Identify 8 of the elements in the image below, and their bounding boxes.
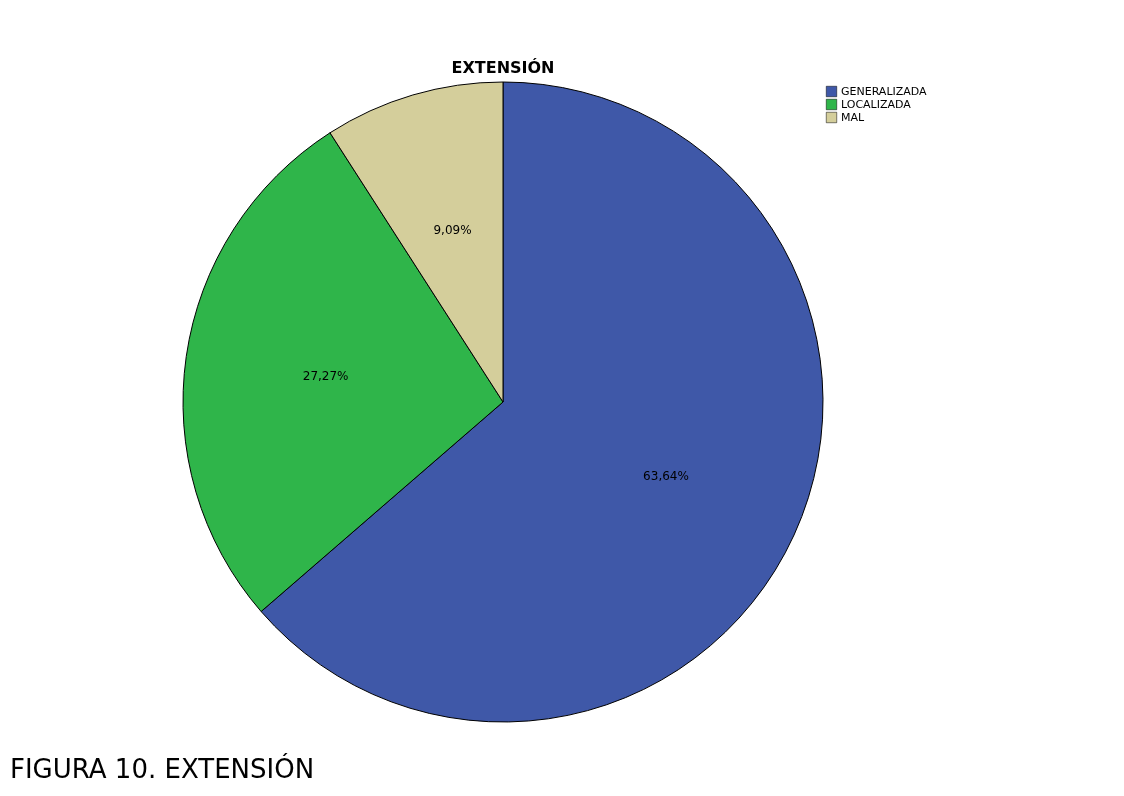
text: FIGURA 10. EXTENSIÓN bbox=[10, 753, 315, 784]
chart-title: EXTENSIÓN bbox=[451, 58, 555, 77]
data-label: 9,09% bbox=[433, 223, 472, 238]
legend-label: GENERALIZADA bbox=[841, 84, 928, 98]
data-label: 63,64% bbox=[643, 469, 689, 484]
data-label: 27,27% bbox=[302, 369, 349, 384]
legend-label: MAL bbox=[841, 110, 866, 124]
legend-label: LOCALIZADA bbox=[841, 97, 912, 111]
